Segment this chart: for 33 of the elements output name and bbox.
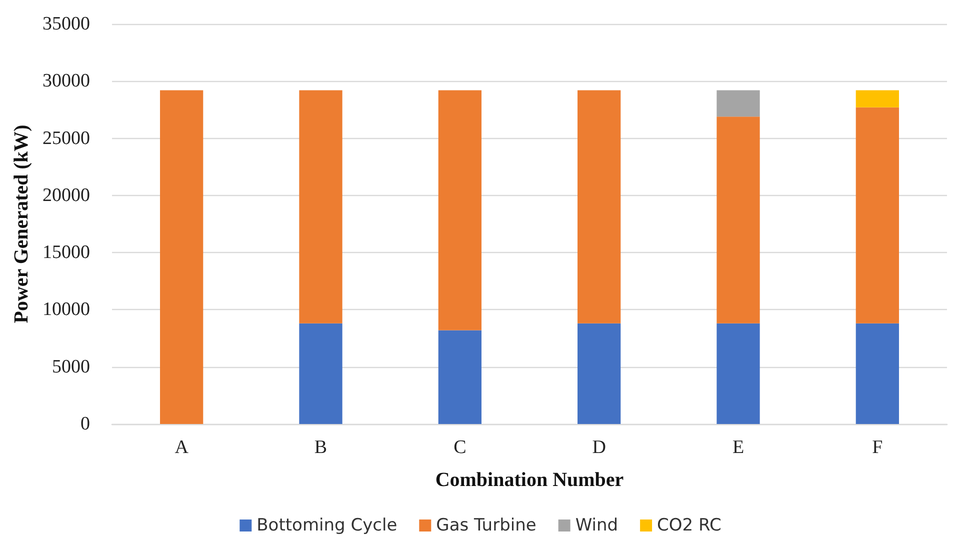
y-tick-label: 30000 <box>42 70 90 92</box>
y-tick-label: 35000 <box>42 14 90 34</box>
legend-label: Gas Turbine <box>436 516 536 536</box>
bar <box>856 323 899 424</box>
y-tick-label: 10000 <box>42 299 90 320</box>
bar <box>856 107 899 324</box>
y-tick-label: 5000 <box>52 356 90 378</box>
bar <box>160 90 204 424</box>
x-tick-label: F <box>872 437 883 458</box>
bar <box>578 90 621 324</box>
legend-label: CO2 RC <box>657 516 722 536</box>
x-tick-label: E <box>732 437 744 458</box>
x-tick-label: D <box>592 437 606 458</box>
legend-label: Bottoming Cycle <box>256 516 398 536</box>
bar <box>438 330 482 424</box>
bar <box>578 323 621 424</box>
y-tick-label: 25000 <box>42 128 90 149</box>
legend-label: Wind <box>575 516 618 536</box>
bar <box>716 323 760 424</box>
y-axis-title: Power Generated (kW) <box>10 124 33 324</box>
x-tick-label: C <box>454 437 466 458</box>
y-tick-label: 15000 <box>42 242 90 264</box>
bar <box>716 90 760 117</box>
x-tick-label: B <box>314 437 328 458</box>
y-tick-label: 0 <box>80 414 90 434</box>
y-tick-label: 20000 <box>42 184 90 206</box>
bar <box>716 116 760 324</box>
x-axis-title: Combination Number <box>435 469 624 491</box>
bar <box>438 90 482 330</box>
bar <box>299 90 342 324</box>
bar <box>299 323 342 424</box>
bar <box>856 90 899 108</box>
x-tick-label: A <box>174 437 189 458</box>
